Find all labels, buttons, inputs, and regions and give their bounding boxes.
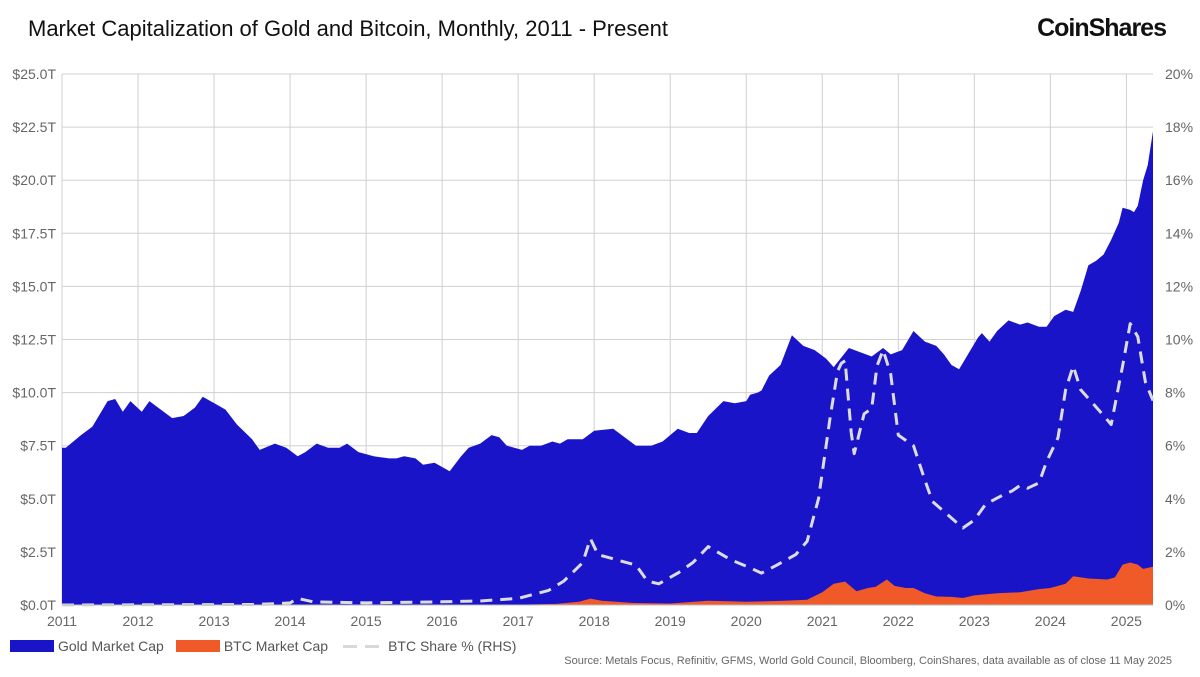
y-right-tick-label: 20% — [1165, 66, 1193, 82]
source-note: Source: Metals Focus, Refinitiv, GFMS, W… — [564, 655, 1172, 667]
y-right-tick-label: 12% — [1165, 278, 1193, 294]
x-tick-label: 2020 — [731, 613, 762, 629]
y-right-tick-label: 18% — [1165, 119, 1193, 135]
x-tick-label: 2012 — [122, 613, 153, 629]
x-tick-label: 2013 — [198, 613, 229, 629]
y-left-tick-label: $0.0T — [20, 597, 56, 613]
y-right-tick-label: 0% — [1165, 597, 1185, 613]
legend-item-share: BTC Share % (RHS) — [340, 638, 516, 654]
x-tick-label: 2021 — [807, 613, 838, 629]
legend-share-label: BTC Share % (RHS) — [388, 638, 517, 654]
chart-title: Market Capitalization of Gold and Bitcoi… — [28, 16, 668, 41]
x-tick-label: 2014 — [275, 613, 306, 629]
legend-item-gold: Gold Market Cap — [10, 638, 164, 654]
y-left-tick-label: $17.5T — [12, 225, 56, 241]
y-left-tick-label: $2.5T — [20, 544, 56, 560]
x-tick-label: 2016 — [427, 613, 458, 629]
x-tick-label: 2022 — [883, 613, 914, 629]
y-left-tick-label: $10.0T — [12, 385, 56, 401]
x-tick-label: 2011 — [47, 613, 77, 629]
btc-market-cap-area — [62, 562, 1153, 605]
y-left-tick-label: $20.0T — [12, 172, 56, 188]
gold-swatch — [10, 640, 54, 652]
legend: Gold Market Cap BTC Market Cap BTC Share… — [10, 638, 528, 654]
legend-btc-label: BTC Market Cap — [223, 638, 329, 654]
x-tick-label: 2015 — [351, 613, 382, 629]
y-right-tick-label: 4% — [1165, 491, 1185, 507]
x-tick-label: 2017 — [503, 613, 534, 629]
y-left-tick-label: $5.0T — [20, 491, 56, 507]
btc-share-line — [61, 322, 1155, 607]
y-right-tick-label: 6% — [1165, 438, 1185, 454]
y-left-tick-label: $7.5T — [20, 438, 56, 454]
coinshares-logo: CoinShares — [1037, 14, 1167, 42]
x-tick-label: 2018 — [579, 613, 610, 629]
y-right-tick-label: 14% — [1165, 225, 1193, 241]
y-left-tick-label: $15.0T — [12, 278, 56, 294]
legend-gold-label: Gold Market Cap — [58, 638, 164, 654]
y-left-tick-label: $22.5T — [12, 119, 56, 135]
btc-swatch — [175, 640, 220, 652]
x-tick-label: 2024 — [1035, 613, 1066, 629]
x-tick-label: 2023 — [959, 613, 990, 629]
y-right-tick-label: 10% — [1165, 332, 1193, 348]
gold-market-cap-area — [62, 131, 1153, 606]
y-left-tick-label: $25.0T — [12, 66, 56, 82]
y-right-tick-label: 2% — [1165, 544, 1185, 560]
legend-item-btc: BTC Market Cap — [175, 638, 329, 654]
share-dash-swatch — [340, 640, 384, 652]
y-right-tick-label: 8% — [1165, 385, 1185, 401]
x-tick-label: 2019 — [655, 613, 686, 629]
y-left-tick-label: $12.5T — [12, 332, 56, 348]
y-right-tick-label: 16% — [1165, 172, 1193, 188]
x-tick-label: 2025 — [1111, 613, 1142, 629]
